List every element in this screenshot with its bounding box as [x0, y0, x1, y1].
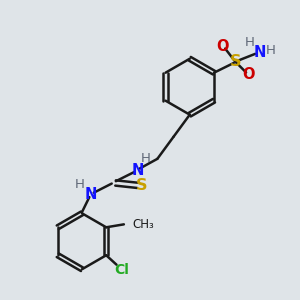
Text: H: H [244, 36, 254, 49]
Text: N: N [131, 163, 143, 178]
Text: N: N [253, 45, 266, 60]
Text: O: O [217, 39, 229, 54]
Text: S: S [230, 54, 241, 69]
Text: N: N [85, 187, 97, 202]
Text: H: H [266, 44, 276, 57]
Text: H: H [141, 152, 151, 165]
Text: CH₃: CH₃ [133, 218, 154, 231]
Text: O: O [242, 67, 255, 82]
Text: S: S [136, 178, 148, 194]
Text: Cl: Cl [114, 263, 129, 277]
Text: H: H [75, 178, 85, 191]
